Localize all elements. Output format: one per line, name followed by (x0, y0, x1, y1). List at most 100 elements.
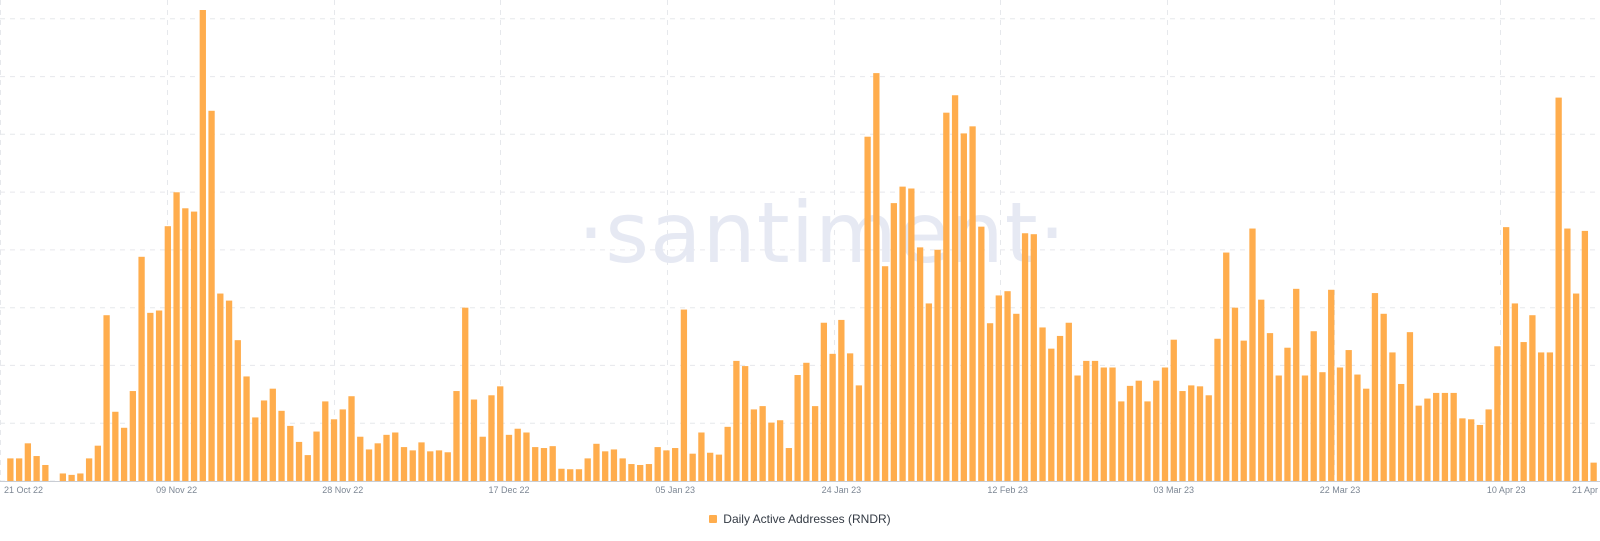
bar[interactable] (715, 454, 723, 481)
bar[interactable] (960, 133, 967, 481)
bar[interactable] (1415, 405, 1422, 481)
bar[interactable] (1336, 367, 1344, 481)
bar[interactable] (208, 110, 215, 481)
bar[interactable] (164, 226, 171, 481)
bar[interactable] (409, 450, 416, 481)
bar[interactable] (1258, 299, 1265, 481)
bar[interactable] (1537, 352, 1545, 481)
bar[interactable] (1555, 97, 1562, 482)
bar[interactable] (1013, 313, 1020, 481)
bar[interactable] (348, 396, 355, 481)
bar[interactable] (680, 309, 688, 481)
bar[interactable] (619, 458, 626, 481)
bar[interactable] (1039, 327, 1046, 481)
bar[interactable] (234, 340, 241, 481)
bar[interactable] (1223, 252, 1230, 481)
bar[interactable] (112, 411, 119, 481)
bar[interactable] (672, 448, 679, 481)
bar[interactable] (1485, 409, 1492, 481)
bar[interactable] (1354, 374, 1361, 481)
bar[interactable] (24, 443, 32, 481)
bar[interactable] (120, 427, 128, 481)
bar[interactable] (1188, 385, 1195, 481)
bar[interactable] (689, 453, 696, 481)
bar[interactable] (85, 458, 93, 481)
bar[interactable] (1546, 352, 1554, 481)
bar[interactable] (1459, 418, 1466, 481)
bar[interactable] (1214, 338, 1221, 481)
bar[interactable] (59, 473, 67, 481)
bar[interactable] (1564, 228, 1571, 481)
bar[interactable] (890, 203, 897, 482)
bar[interactable] (558, 468, 565, 481)
bar[interactable] (794, 375, 801, 481)
bar[interactable] (855, 385, 863, 481)
bar[interactable] (462, 307, 469, 481)
bar[interactable] (392, 432, 399, 481)
bar[interactable] (523, 432, 530, 481)
bar[interactable] (540, 448, 548, 481)
bar[interactable] (663, 450, 670, 481)
bar[interactable] (602, 451, 609, 481)
bar[interactable] (575, 469, 583, 482)
bar[interactable] (479, 436, 486, 481)
bar[interactable] (1048, 348, 1055, 481)
bar[interactable] (1433, 392, 1440, 481)
bar[interactable] (269, 388, 276, 481)
bar[interactable] (567, 469, 574, 482)
bar[interactable] (287, 425, 294, 481)
bar[interactable] (497, 386, 504, 481)
bar[interactable] (707, 452, 714, 481)
bar[interactable] (42, 464, 49, 481)
bar[interactable] (1572, 293, 1580, 481)
bar[interactable] (1345, 350, 1352, 481)
bar[interactable] (1004, 291, 1011, 481)
bar[interactable] (330, 419, 338, 481)
bar[interactable] (444, 452, 451, 481)
bar[interactable] (1310, 331, 1317, 481)
bar[interactable] (1319, 372, 1326, 481)
legend[interactable]: Daily Active Addresses (RNDR) (0, 512, 1600, 526)
bar[interactable] (155, 310, 163, 482)
bar[interactable] (733, 360, 740, 481)
bar[interactable] (785, 448, 793, 481)
bar[interactable] (838, 319, 845, 481)
bar[interactable] (1275, 375, 1282, 482)
bar[interactable] (803, 362, 810, 481)
bar[interactable] (374, 443, 381, 481)
bar[interactable] (916, 247, 924, 481)
bar[interactable] (951, 95, 959, 481)
bar[interactable] (1494, 346, 1501, 481)
bar[interactable] (995, 295, 1002, 481)
bar[interactable] (1065, 322, 1072, 481)
bar[interactable] (881, 266, 889, 481)
bar[interactable] (1284, 347, 1291, 481)
bar[interactable] (645, 464, 653, 481)
bar[interactable] (829, 353, 836, 481)
bar[interactable] (1450, 392, 1457, 481)
bar[interactable] (1266, 333, 1274, 481)
bar[interactable] (934, 249, 941, 481)
bar[interactable] (470, 399, 478, 481)
bar[interactable] (453, 391, 460, 481)
bar[interactable] (1100, 367, 1107, 481)
bar[interactable] (654, 447, 661, 481)
bar[interactable] (138, 256, 145, 481)
bar[interactable] (1398, 383, 1405, 481)
bar[interactable] (427, 451, 434, 481)
bar[interactable] (1363, 388, 1370, 481)
bar[interactable] (15, 458, 23, 481)
bar[interactable] (33, 456, 40, 481)
bar[interactable] (1109, 367, 1116, 481)
bar[interactable] (1511, 303, 1519, 481)
bar[interactable] (776, 420, 784, 481)
bar[interactable] (1293, 288, 1300, 481)
bar[interactable] (488, 395, 495, 481)
bar[interactable] (873, 73, 880, 482)
bar[interactable] (304, 455, 311, 482)
bar[interactable] (173, 192, 180, 481)
bar[interactable] (1161, 367, 1169, 481)
bar[interactable] (252, 417, 259, 482)
bar[interactable] (1205, 395, 1212, 481)
bar[interactable] (357, 436, 364, 481)
